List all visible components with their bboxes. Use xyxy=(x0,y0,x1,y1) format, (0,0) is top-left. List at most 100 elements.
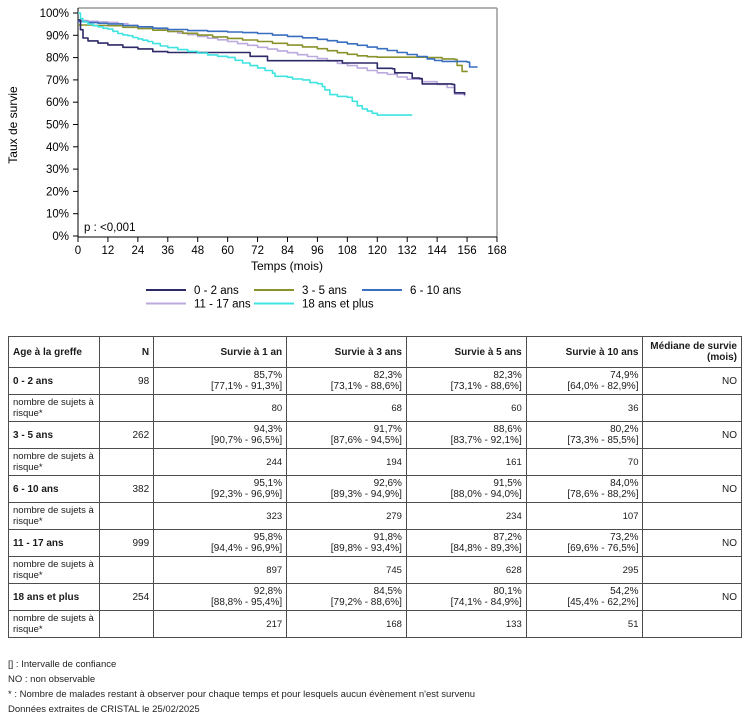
survival-value: 84,0% xyxy=(610,478,639,489)
y-tick-label: 20% xyxy=(46,186,69,198)
survival-5yr-cell: 88,6% [83,7% - 92,1%] xyxy=(405,421,527,449)
age-group-label: 18 ans et plus xyxy=(7,583,101,611)
survival-value: 92,6% xyxy=(373,478,402,489)
survival-10yr-cell: 54,2% [45,4% - 62,2%] xyxy=(525,583,644,611)
x-tick-label: 132 xyxy=(398,245,417,257)
table-row-3-5-ans: 3 - 5 ans 262 94,3% [90,7% - 96,5%] 91,7%… xyxy=(7,421,742,449)
y-tick-label: 50% xyxy=(46,120,69,132)
footnote-risk-definition: * : Nombre de malades restant à observer… xyxy=(8,689,476,700)
risk-count-5yr: 60 xyxy=(405,394,527,422)
survival-5yr-cell: 91,5% [88,0% - 94,0%] xyxy=(405,475,527,503)
x-tick-label: 48 xyxy=(191,245,204,257)
x-tick-label: 0 xyxy=(75,245,81,257)
footnote-data-source: Données extraites de CRISTAL le 25/02/20… xyxy=(8,704,200,715)
empty-cell xyxy=(99,394,155,422)
risk-count-10yr: 107 xyxy=(525,502,644,530)
km-survival-chart-canvas: 0% 10% 20% 30% 40% 50% 60% 70% 80% 90% 100% 0 12 24 36… xyxy=(6,7,507,311)
survival-curve-18ansetplus xyxy=(78,12,413,116)
survival-value: 80,2% xyxy=(610,424,639,435)
risk-count-1yr: 217 xyxy=(153,610,288,638)
survival-value: 73,2% xyxy=(610,532,639,543)
age-group-label: 0 - 2 ans xyxy=(7,367,101,395)
risk-row-6-10-ans: nombre de sujets à risque* 323 279 234 1… xyxy=(7,502,742,530)
survival-value: 94,3% xyxy=(253,424,283,435)
confidence-interval: [88,8% - 95,4%] xyxy=(210,597,283,608)
confidence-interval: [87,6% - 94,5%] xyxy=(330,435,402,446)
x-tick-label: 120 xyxy=(368,245,387,257)
n-value: 999 xyxy=(99,529,155,557)
header-age: Age à la greffe xyxy=(7,336,101,368)
survival-curve-3-5ans xyxy=(78,24,468,73)
survival-1yr-cell: 85,7% [77,1% - 91,3%] xyxy=(153,367,288,395)
y-axis-title: Taux de survie xyxy=(6,86,20,164)
table-header-row: Age à la greffe N Survie à 1 an Survie à… xyxy=(7,336,742,368)
risk-row-label: nombre de sujets à risque* xyxy=(7,502,101,530)
risk-count-3yr: 279 xyxy=(286,502,407,530)
survival-value: 82,3% xyxy=(493,370,522,381)
survival-value: 80,1% xyxy=(493,586,522,597)
header-n: N xyxy=(99,336,155,368)
x-tick-label: 36 xyxy=(161,245,174,257)
risk-count-3yr: 68 xyxy=(286,394,407,422)
p-value-label: p : <0,001 xyxy=(84,222,135,234)
table-row-6-10-ans: 6 - 10 ans 382 95,1% [92,3% - 96,9%] 92,6… xyxy=(7,475,742,503)
x-tick-label: 156 xyxy=(457,245,476,257)
survival-10yr-cell: 80,2% [73,3% - 85,5%] xyxy=(525,421,644,449)
survival-curve-0-2ans xyxy=(78,19,466,95)
risk-row-0-2-ans: nombre de sujets à risque* 80 68 60 36 xyxy=(7,394,742,422)
risk-count-5yr: 161 xyxy=(405,448,527,476)
risk-count-1yr: 897 xyxy=(153,556,288,584)
confidence-interval: [73,1% - 88,6%] xyxy=(330,381,402,392)
survival-value: 95,1% xyxy=(253,478,283,489)
survival-10yr-cell: 74,9% [64,0% - 82,9%] xyxy=(525,367,644,395)
risk-row-label: nombre de sujets à risque* xyxy=(7,394,101,422)
empty-cell xyxy=(642,394,742,422)
confidence-interval: [77,1% - 91,3%] xyxy=(210,381,283,392)
confidence-interval: [89,8% - 93,4%] xyxy=(330,543,402,554)
survival-1yr-cell: 92,8% [88,8% - 95,4%] xyxy=(153,583,288,611)
survival-value: 54,2% xyxy=(610,586,639,597)
confidence-interval: [89,3% - 94,9%] xyxy=(330,489,402,500)
table-row-18-ans-et-plus: 18 ans et plus 254 92,8% [88,8% - 95,4%] … xyxy=(7,583,742,611)
confidence-interval: [45,4% - 62,2%] xyxy=(567,597,639,608)
risk-count-3yr: 168 xyxy=(286,610,407,638)
y-tick-label: 90% xyxy=(46,30,69,42)
legend-label: 3 - 5 ans xyxy=(302,285,347,297)
survival-5yr-cell: 87,2% [84,8% - 89,3%] xyxy=(405,529,527,557)
n-value: 98 xyxy=(99,367,155,395)
confidence-interval: [74,1% - 84,9%] xyxy=(450,597,522,608)
empty-cell xyxy=(99,610,155,638)
confidence-interval: [83,7% - 92,1%] xyxy=(450,435,522,446)
median-survival-cell: NO xyxy=(642,529,742,557)
survival-3yr-cell: 84,5% [79,2% - 88,6%] xyxy=(286,583,407,611)
y-tick-label: 80% xyxy=(46,53,69,65)
age-group-label: 11 - 17 ans xyxy=(7,529,101,557)
x-tick-label: 84 xyxy=(281,245,294,257)
km-survival-chart: 0% 10% 20% 30% 40% 50% 60% 70% 80% 90% 100% 0 12 24 36… xyxy=(0,0,750,322)
confidence-interval: [92,3% - 96,9%] xyxy=(210,489,283,500)
survival-10yr-cell: 73,2% [69,6% - 76,5%] xyxy=(525,529,644,557)
y-tick-label: 0% xyxy=(52,231,69,243)
confidence-interval: [64,0% - 82,9%] xyxy=(567,381,639,392)
x-axis-title: Temps (mois) xyxy=(251,259,323,273)
risk-count-10yr: 51 xyxy=(525,610,644,638)
empty-cell xyxy=(642,610,742,638)
risk-count-10yr: 70 xyxy=(525,448,644,476)
risk-count-1yr: 323 xyxy=(153,502,288,530)
risk-count-5yr: 133 xyxy=(405,610,527,638)
y-tick-label: 10% xyxy=(46,209,69,221)
x-tick-label: 60 xyxy=(221,245,234,257)
header-survie-10ans: Survie à 10 ans xyxy=(525,336,644,368)
risk-row-label: nombre de sujets à risque* xyxy=(7,610,101,638)
x-tick-label: 12 xyxy=(102,245,115,257)
risk-count-1yr: 244 xyxy=(153,448,288,476)
y-tick-label: 40% xyxy=(46,142,69,154)
survival-curve-6-10ans xyxy=(78,20,478,68)
survival-5yr-cell: 80,1% [74,1% - 84,9%] xyxy=(405,583,527,611)
n-value: 382 xyxy=(99,475,155,503)
y-tick-label: 30% xyxy=(46,164,69,176)
risk-row-label: nombre de sujets à risque* xyxy=(7,448,101,476)
header-survie-5ans: Survie à 5 ans xyxy=(405,336,527,368)
survival-value: 91,7% xyxy=(373,424,402,435)
survival-curve-11-17ans xyxy=(78,19,466,97)
